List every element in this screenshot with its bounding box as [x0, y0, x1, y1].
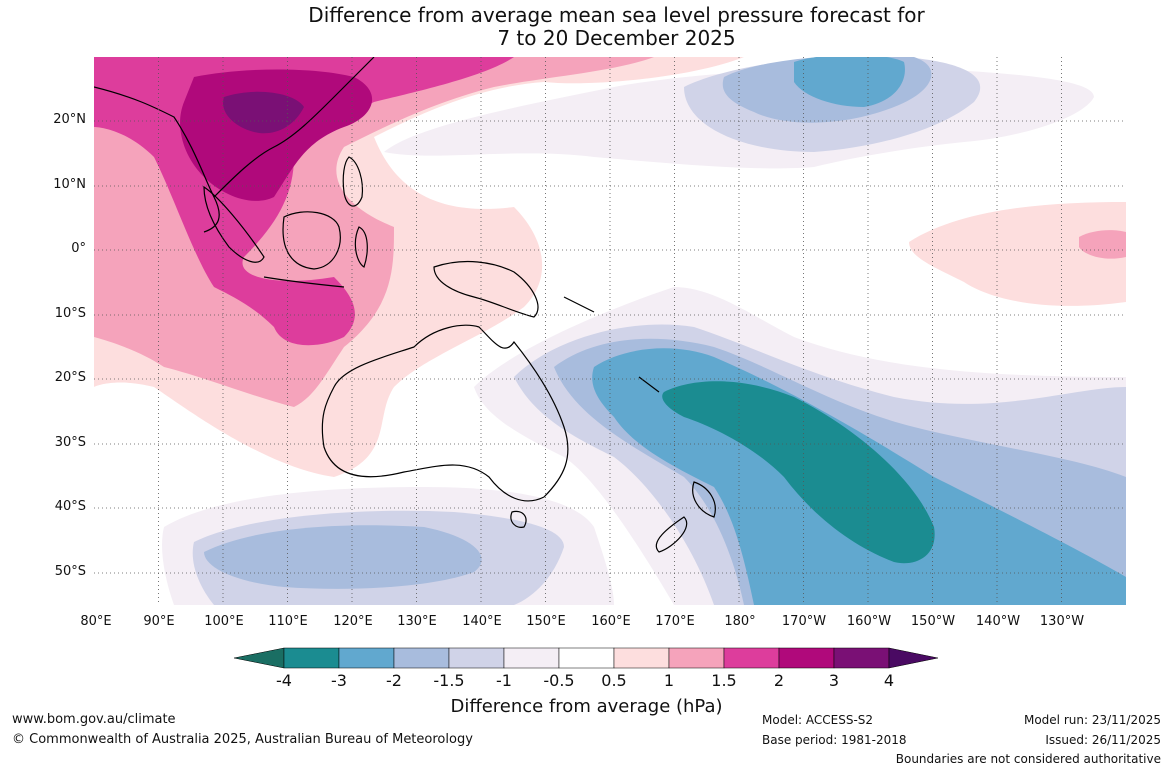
footer-model: Model: ACCESS-S2	[762, 713, 874, 727]
colorbar-swatch-2-3	[778, 647, 835, 669]
lat-label-40s: 40°S	[54, 499, 86, 514]
footer-model-run: Model run: 23/11/2025	[1023, 713, 1161, 727]
lon-label-160w: 160°W	[846, 614, 892, 629]
indochina-coastline	[94, 57, 375, 233]
lat-label-30s: 30°S	[54, 435, 86, 450]
sumatra-coastline	[203, 185, 265, 263]
colorbar-label: 0.5	[601, 671, 627, 690]
footer-disclaimer: Boundaries are not considered authoritat…	[895, 752, 1161, 766]
lat-label-10n: 10°N	[53, 177, 86, 192]
anomaly-band-pos-0_5-east	[909, 202, 1126, 306]
anomaly-shading	[94, 57, 1126, 605]
colorbar-swatch-n0_5-0_5	[558, 647, 615, 669]
colorbar-swatch-lt-4	[234, 647, 285, 669]
anomaly-band-neg-1_5-indian	[204, 525, 482, 589]
new-zealand-south-coastline	[655, 516, 688, 553]
colorbar-swatch-1_5-2	[723, 647, 780, 669]
footer-issued: Issued: 26/11/2025	[1045, 733, 1161, 747]
map-title: Difference from average mean sea level p…	[0, 4, 1173, 50]
new-zealand-coastline	[692, 481, 716, 518]
java-coastline	[263, 276, 345, 288]
colorbar-label: 1	[663, 671, 675, 690]
colorbar-swatch-n3-n2	[338, 647, 395, 669]
lon-label-90e: 90°E	[143, 614, 175, 629]
lon-label-140w: 140°W	[975, 614, 1021, 629]
colorbar-label: 2	[773, 671, 785, 690]
coastlines	[94, 57, 716, 553]
map-gridlines	[94, 57, 1126, 605]
colorbar-swatch-n2-n1_5	[393, 647, 450, 669]
lat-label-10s: 10°S	[54, 306, 86, 321]
anomaly-map	[94, 57, 1126, 605]
borneo-coastline	[282, 211, 341, 270]
anomaly-band-pos-3	[223, 91, 304, 134]
colorbar-label: -3	[331, 671, 347, 690]
lat-label-20s: 20°S	[54, 370, 86, 385]
tasmania-coastline	[510, 510, 527, 528]
sulawesi-coastline	[354, 226, 368, 268]
lon-label-80e: 80°E	[80, 614, 112, 629]
colorbar-swatch-gt-4	[888, 647, 938, 669]
lon-label-170w: 170°W	[781, 614, 827, 629]
philippines-coastline	[342, 156, 364, 207]
lon-label-100e: 100°E	[204, 614, 244, 629]
title-line-1: Difference from average mean sea level p…	[308, 3, 925, 27]
colorbar-label: 4	[883, 671, 895, 690]
colorbar-swatch-n4-n3	[283, 647, 340, 669]
colorbar-label: -1.5	[433, 671, 465, 690]
footer-website: www.bom.gov.au/climate	[12, 712, 176, 727]
lat-label-20n: 20°N	[53, 112, 86, 127]
lon-label-160e: 160°E	[591, 614, 631, 629]
australia-coastline	[321, 324, 569, 502]
colorbar-label: -1	[496, 671, 512, 690]
colorbar-label: -0.5	[543, 671, 575, 690]
colorbar-label: 1.5	[711, 671, 737, 690]
colorbar-swatch-n1-n0_5	[503, 647, 560, 669]
anomaly-band-pos-1-east	[1079, 230, 1126, 259]
lat-label-50s: 50°S	[54, 564, 86, 579]
anomaly-band-neg-2-north	[794, 57, 905, 107]
lon-label-110e: 110°E	[268, 614, 308, 629]
colorbar-label: -2	[386, 671, 402, 690]
lat-label-0: 0°	[71, 241, 86, 256]
colorbar-swatch-n1_5-n1	[448, 647, 505, 669]
colorbar-swatch-1-1_5	[668, 647, 725, 669]
solomon-islands-coastline	[563, 296, 595, 313]
lon-label-150e: 150°E	[526, 614, 566, 629]
colorbar	[234, 647, 938, 669]
new-caledonia-coastline	[638, 376, 660, 393]
lon-label-170e: 170°E	[655, 614, 695, 629]
title-line-2: 7 to 20 December 2025	[497, 26, 736, 50]
lon-label-140e: 140°E	[462, 614, 502, 629]
colorbar-label: -4	[276, 671, 292, 690]
lon-label-120e: 120°E	[333, 614, 373, 629]
lon-label-150w: 150°W	[910, 614, 956, 629]
colorbar-title: Difference from average (hPa)	[450, 696, 723, 717]
footer-base-period: Base period: 1981-2018	[762, 733, 907, 747]
lon-label-180: 180°	[724, 614, 756, 629]
new-guinea-coastline	[433, 260, 539, 318]
footer-copyright: © Commonwealth of Australia 2025, Austra…	[12, 732, 473, 747]
colorbar-swatch-0_5-1	[613, 647, 670, 669]
lon-label-130e: 130°E	[397, 614, 437, 629]
anomaly-band-neg-3-south	[662, 381, 935, 564]
colorbar-swatch-3-4	[833, 647, 890, 669]
lon-label-130w: 130°W	[1039, 614, 1085, 629]
colorbar-label: 3	[828, 671, 840, 690]
